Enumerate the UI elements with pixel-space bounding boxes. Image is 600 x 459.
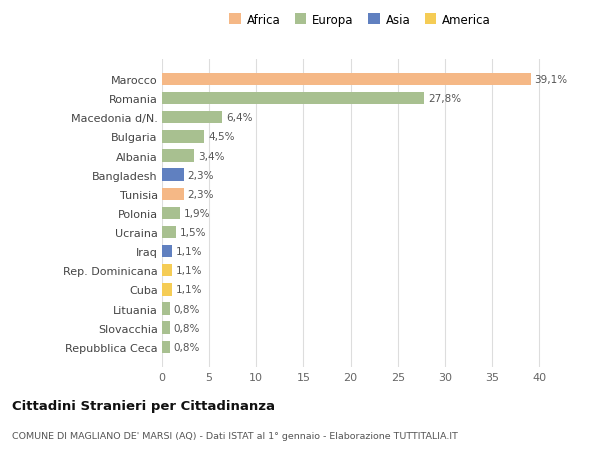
Bar <box>162 226 176 239</box>
Text: 39,1%: 39,1% <box>535 75 568 85</box>
Text: 1,1%: 1,1% <box>176 266 203 276</box>
Text: Cittadini Stranieri per Cittadinanza: Cittadini Stranieri per Cittadinanza <box>12 399 275 412</box>
Bar <box>162 341 170 353</box>
Text: 3,4%: 3,4% <box>198 151 224 161</box>
Bar <box>162 284 172 296</box>
Bar <box>162 322 170 334</box>
Bar <box>162 131 205 143</box>
Bar <box>162 188 184 201</box>
Text: 4,5%: 4,5% <box>208 132 235 142</box>
Text: 1,9%: 1,9% <box>184 208 210 218</box>
Text: COMUNE DI MAGLIANO DE' MARSI (AQ) - Dati ISTAT al 1° gennaio - Elaborazione TUTT: COMUNE DI MAGLIANO DE' MARSI (AQ) - Dati… <box>12 431 458 441</box>
Bar <box>162 246 172 258</box>
Bar <box>162 93 424 105</box>
Text: 2,3%: 2,3% <box>187 170 214 180</box>
Bar <box>162 73 530 86</box>
Text: 0,8%: 0,8% <box>173 304 200 314</box>
Bar <box>162 169 184 181</box>
Legend: Africa, Europa, Asia, America: Africa, Europa, Asia, America <box>226 10 494 30</box>
Text: 1,1%: 1,1% <box>176 246 203 257</box>
Bar <box>162 112 223 124</box>
Text: 1,5%: 1,5% <box>180 228 206 237</box>
Bar <box>162 264 172 277</box>
Bar <box>162 150 194 162</box>
Bar <box>162 302 170 315</box>
Text: 6,4%: 6,4% <box>226 113 253 123</box>
Text: 1,1%: 1,1% <box>176 285 203 295</box>
Text: 2,3%: 2,3% <box>187 190 214 199</box>
Text: 0,8%: 0,8% <box>173 342 200 352</box>
Text: 27,8%: 27,8% <box>428 94 461 104</box>
Text: 0,8%: 0,8% <box>173 323 200 333</box>
Bar <box>162 207 180 220</box>
